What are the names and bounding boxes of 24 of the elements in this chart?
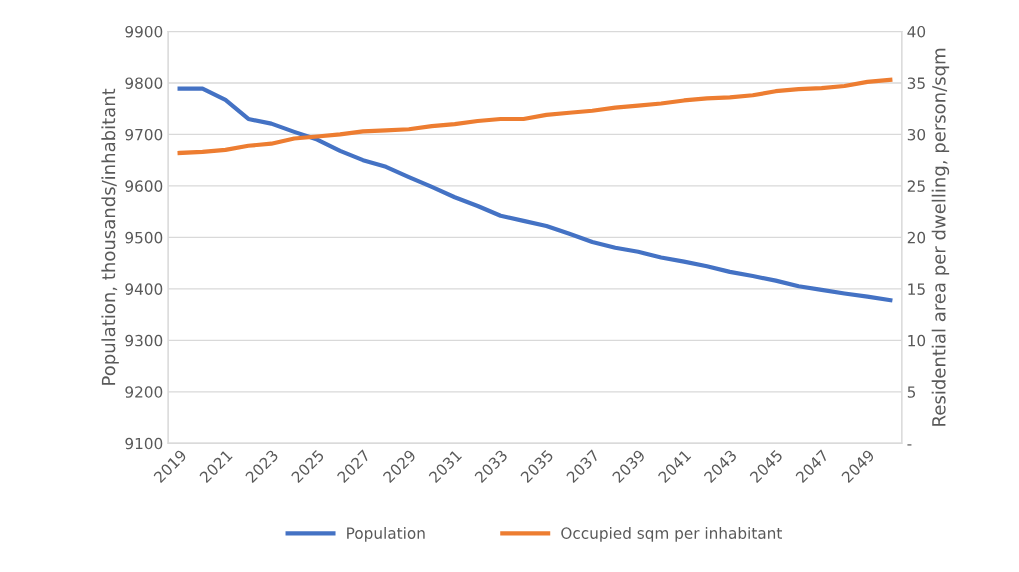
y-tick-label: 9800 <box>125 77 163 89</box>
y-tick-label: 9700 <box>125 128 163 141</box>
y-tick-label: 9100 <box>125 437 163 450</box>
y-tick-label: 9400 <box>125 283 163 295</box>
y2-tick-label: 20 <box>907 231 926 244</box>
line-series <box>177 86 893 303</box>
legend-label: Population <box>347 527 425 542</box>
y2-tick-label: 30 <box>907 128 926 141</box>
y2-tick-label: 15 <box>908 283 925 295</box>
y-tick-label: 9200 <box>125 386 163 398</box>
y-tick-label: 9600 <box>125 180 163 192</box>
legend-label: Occupied sqm per inhabitant <box>561 527 782 542</box>
y2-tick-label: 40 <box>907 25 926 38</box>
y2-axis-title: Residential area per dwelling, person/sqm <box>931 48 950 426</box>
y-axis-title: Population, thousands/inhabitant <box>101 88 119 385</box>
y-tick-label: 9900 <box>125 25 163 38</box>
y-tick-label: 9300 <box>125 334 163 347</box>
y2-tick-label: 25 <box>907 180 925 192</box>
line-series <box>177 77 893 156</box>
y2-tick-label: 5 <box>907 386 916 398</box>
y2-tick-label: 10 <box>908 334 926 347</box>
y2-tick-label: - <box>907 444 912 446</box>
y-tick-label: 9500 <box>125 231 163 244</box>
y2-tick-label: 35 <box>907 77 925 89</box>
